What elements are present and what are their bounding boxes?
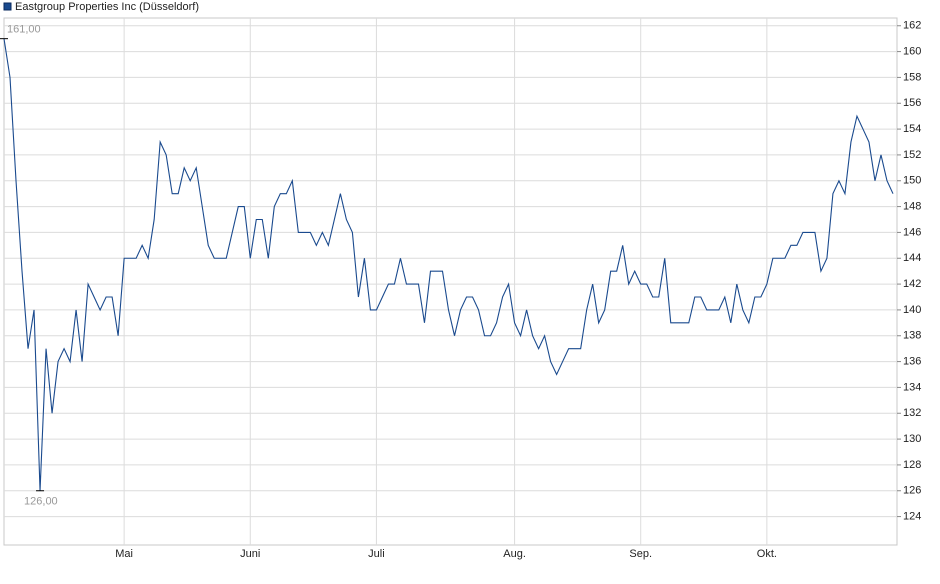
x-tick-label: Juni	[240, 548, 260, 560]
y-tick-label: 154	[903, 123, 921, 135]
y-tick-label: 146	[903, 226, 921, 238]
y-tick-label: 156	[903, 97, 921, 109]
x-tick-label: Juli	[368, 548, 385, 560]
legend-swatch	[3, 2, 12, 11]
legend-label: Eastgroup Properties Inc (Düsseldorf)	[15, 1, 199, 13]
y-tick-label: 140	[903, 304, 921, 316]
x-tick-label: Aug.	[503, 548, 526, 560]
y-tick-label: 158	[903, 71, 921, 83]
y-tick-label: 150	[903, 175, 921, 187]
y-tick-label: 130	[903, 433, 921, 445]
y-tick-label: 134	[903, 381, 921, 393]
y-tick-label: 128	[903, 459, 921, 471]
x-tick-label: Okt.	[757, 548, 777, 560]
y-tick-label: 142	[903, 278, 921, 290]
y-tick-label: 136	[903, 355, 921, 367]
y-tick-label: 138	[903, 330, 921, 342]
plot-area	[3, 17, 898, 546]
x-tick-label: Sep.	[629, 548, 652, 560]
x-tick-label: Mai	[115, 548, 133, 560]
y-tick-label: 132	[903, 407, 921, 419]
max-label: 161,00	[7, 24, 41, 36]
y-tick-label: 126	[903, 485, 921, 497]
y-tick-label: 148	[903, 200, 921, 212]
y-tick-label: 124	[903, 510, 921, 522]
y-tick-label: 144	[903, 252, 921, 264]
y-tick-label: 160	[903, 45, 921, 57]
price-line	[3, 38, 894, 491]
y-tick-label: 152	[903, 149, 921, 161]
min-label: 126,00	[24, 496, 58, 508]
y-tick-label: 162	[903, 20, 921, 32]
